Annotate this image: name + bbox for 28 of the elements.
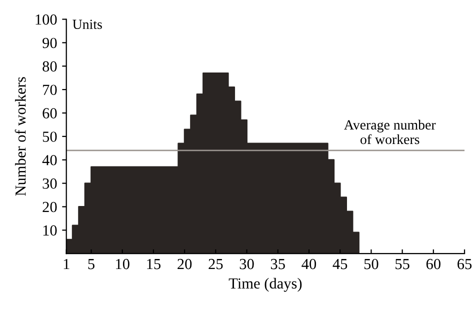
x-tick-label: 45 xyxy=(332,258,348,270)
x-tick-label: 40 xyxy=(302,258,316,270)
x-tick-label: 1 xyxy=(64,258,70,270)
x-axis-title: Time (days) xyxy=(228,278,302,292)
x-tick-label: 30 xyxy=(240,258,254,270)
x-tick-label: 25 xyxy=(208,258,223,270)
y-tick-label: 80 xyxy=(42,61,57,72)
y-axis-title: Number of workers xyxy=(14,77,26,196)
y-tick-label: 70 xyxy=(43,84,57,96)
x-tick-label: 65 xyxy=(458,258,472,270)
x-tick-label: 55 xyxy=(396,259,410,270)
y-tick-label: 50 xyxy=(42,132,57,142)
ref-line-label: Average number of workers xyxy=(344,120,436,144)
y-tick-label: 90 xyxy=(42,38,57,48)
x-tick-label: 50 xyxy=(364,258,378,270)
y-tick-label: 100 xyxy=(36,14,57,25)
x-tick-label: 10 xyxy=(116,258,130,270)
y-tick-label: 60 xyxy=(42,108,57,118)
x-tick-label: 60 xyxy=(426,258,440,270)
x-tick-label: 20 xyxy=(178,258,192,270)
y-tick-label: 40 xyxy=(42,155,57,166)
y-tick-label: 20 xyxy=(42,202,57,212)
y-tick-label: 30 xyxy=(42,178,57,189)
x-tick-label: 5 xyxy=(88,259,94,270)
x-tick-label: 35 xyxy=(270,258,285,270)
x-tick-label: 15 xyxy=(147,258,160,270)
annotation: Units xyxy=(72,20,102,30)
y-tick-label: 10 xyxy=(43,225,57,236)
